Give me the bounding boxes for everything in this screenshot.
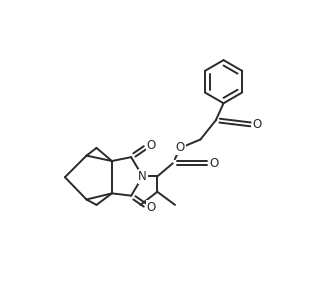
Text: O: O xyxy=(210,157,219,170)
Text: N: N xyxy=(138,170,147,183)
Text: O: O xyxy=(176,142,185,155)
Text: O: O xyxy=(147,139,156,152)
Text: O: O xyxy=(147,201,156,214)
Text: O: O xyxy=(253,118,262,131)
